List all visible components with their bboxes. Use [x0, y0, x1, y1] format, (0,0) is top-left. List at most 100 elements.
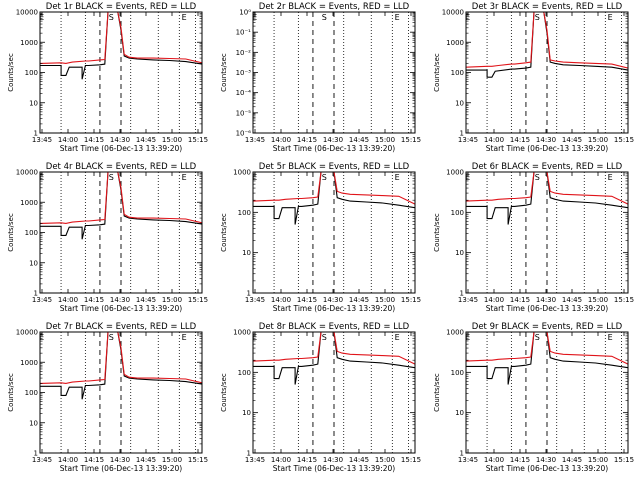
- x-tick-label: 14:00: [58, 456, 78, 464]
- x-tick-label: 14:30: [323, 136, 343, 144]
- marker-label-e: E: [39, 333, 44, 342]
- y-tick-label: 10: [455, 249, 464, 257]
- y-tick-label: 10: [242, 409, 251, 417]
- x-tick-label: 15:00: [375, 136, 395, 144]
- y-tick-label: 10⁻¹: [236, 29, 252, 37]
- marker-label-e: E: [252, 13, 257, 22]
- y-tick-label: 100: [238, 369, 251, 377]
- x-tick-label: 14:00: [271, 136, 291, 144]
- y-tick-label: 10: [455, 99, 464, 107]
- x-axis-label: Start Time (06-Dec-13 13:39:20): [273, 304, 395, 313]
- x-tick-label: 15:00: [375, 296, 395, 304]
- series-lld-line: [40, 12, 202, 64]
- y-tick-label: 10: [29, 99, 38, 107]
- y-axis-label: Counts/sec: [220, 373, 228, 412]
- y-tick-label: 1: [460, 450, 464, 458]
- marker-label-e: E: [395, 173, 400, 182]
- marker-label-e: E: [608, 333, 613, 342]
- y-tick-label: 10⁻⁴: [236, 89, 252, 97]
- x-tick-label: 14:45: [562, 456, 582, 464]
- x-tick-label: 15:15: [401, 296, 421, 304]
- y-tick-label: 100: [451, 369, 464, 377]
- series-events-line: [253, 172, 415, 225]
- x-tick-label: 15:00: [588, 296, 608, 304]
- chart-title: Det 2r BLACK = Events, RED = LLD: [259, 2, 410, 12]
- x-axis-label: Start Time (06-Dec-13 13:39:20): [60, 304, 182, 313]
- marker-label-s: S: [322, 173, 327, 182]
- y-tick-label: 1000: [20, 359, 38, 367]
- y-tick-label: 1: [34, 130, 38, 138]
- x-tick-label: 15:00: [588, 136, 608, 144]
- y-axis-label: Counts/sec: [220, 213, 228, 252]
- y-axis-label: Counts/sec: [433, 213, 441, 252]
- x-axis-label: Start Time (06-Dec-13 13:39:20): [273, 464, 395, 473]
- x-tick-label: 14:45: [349, 296, 369, 304]
- y-axis-label: Counts/sec: [433, 53, 441, 92]
- y-tick-label: 10000: [442, 9, 464, 17]
- x-tick-label: 15:00: [162, 456, 182, 464]
- x-tick-label: 14:30: [110, 136, 130, 144]
- x-tick-label: 14:00: [484, 296, 504, 304]
- chart-title: Det 4r BLACK = Events, RED = LLD: [46, 162, 197, 172]
- x-tick-label: 13:45: [245, 456, 265, 464]
- marker-label-s: S: [535, 13, 540, 22]
- series-lld-line: [253, 332, 415, 365]
- series-events-line: [466, 332, 628, 385]
- marker-label-e: E: [608, 173, 613, 182]
- marker-label-e: E: [465, 333, 470, 342]
- x-tick-label: 14:30: [536, 296, 556, 304]
- series-lld-line: [466, 172, 628, 205]
- x-tick-label: 13:45: [458, 456, 478, 464]
- y-tick-label: 1000: [233, 329, 251, 337]
- x-tick-label: 13:45: [32, 296, 52, 304]
- series-events-line: [253, 332, 415, 385]
- marker-label-e: E: [182, 333, 187, 342]
- x-tick-label: 15:00: [162, 136, 182, 144]
- x-tick-label: 15:15: [188, 296, 208, 304]
- y-tick-label: 100: [238, 209, 251, 217]
- y-tick-label: 1000: [233, 169, 251, 177]
- x-tick-label: 14:45: [349, 136, 369, 144]
- x-tick-label: 14:30: [323, 456, 343, 464]
- y-tick-label: 10000: [16, 9, 38, 17]
- y-tick-label: 10000: [16, 329, 38, 337]
- chart-title: Det 8r BLACK = Events, RED = LLD: [259, 322, 410, 332]
- x-axis-label: Start Time (06-Dec-13 13:39:20): [486, 144, 608, 153]
- x-tick-label: 14:30: [536, 136, 556, 144]
- marker-label-e: E: [395, 333, 400, 342]
- y-tick-label: 1: [34, 450, 38, 458]
- marker-label-e: E: [252, 333, 257, 342]
- y-tick-label: 1000: [446, 169, 464, 177]
- x-tick-label: 13:45: [32, 456, 52, 464]
- y-tick-label: 100: [25, 389, 38, 397]
- x-tick-label: 15:15: [401, 456, 421, 464]
- marker-label-e: E: [252, 173, 257, 182]
- x-tick-label: 14:45: [562, 296, 582, 304]
- series-lld-line: [40, 172, 202, 224]
- chart-title: Det 6r BLACK = Events, RED = LLD: [472, 162, 623, 172]
- x-tick-label: 14:00: [484, 456, 504, 464]
- x-tick-label: 14:15: [297, 296, 317, 304]
- marker-label-s: S: [109, 173, 114, 182]
- x-tick-label: 13:45: [245, 296, 265, 304]
- series-lld-line: [466, 332, 628, 365]
- marker-label-e: E: [608, 13, 613, 22]
- marker-label-s: S: [322, 333, 327, 342]
- y-tick-label: 10: [29, 419, 38, 427]
- y-tick-label: 10: [455, 409, 464, 417]
- y-tick-label: 10: [29, 259, 38, 267]
- marker-label-s: S: [322, 13, 327, 22]
- x-tick-label: 14:00: [484, 136, 504, 144]
- x-tick-label: 14:30: [536, 456, 556, 464]
- y-axis-label: Counts/sec: [7, 373, 15, 412]
- chart-title: Det 9r BLACK = Events, RED = LLD: [472, 322, 623, 332]
- y-tick-label: 100: [25, 69, 38, 77]
- x-tick-label: 14:30: [323, 296, 343, 304]
- y-tick-label: 10000: [16, 169, 38, 177]
- plot-frame: [465, 331, 629, 454]
